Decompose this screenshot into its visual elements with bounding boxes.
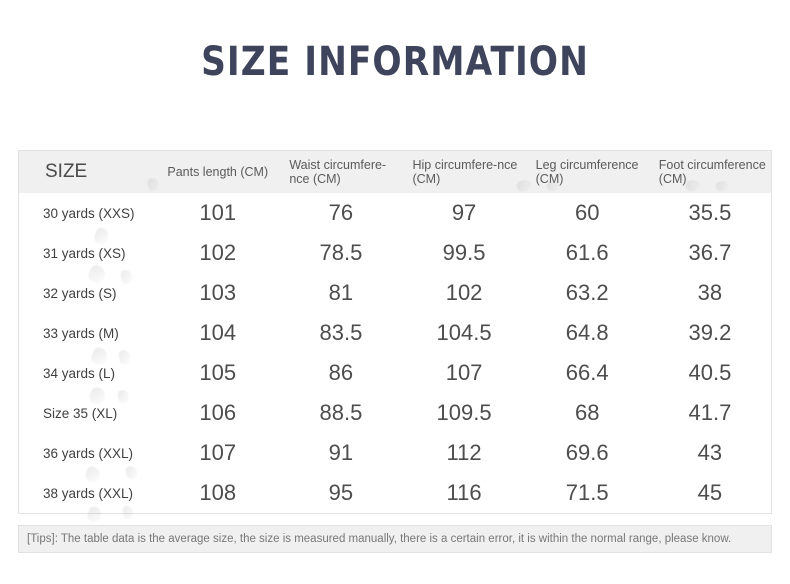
- size-table: SIZE Pants length (CM) Waist circumfere-…: [19, 151, 771, 513]
- table-row: 36 yards (XXL) 107 91 112 69.6 43: [19, 433, 771, 473]
- cell-leg: 63.2: [525, 273, 649, 313]
- cell-waist: 88.5: [279, 393, 403, 433]
- column-header-foot-circumference: Foot circumference (CM): [648, 151, 771, 193]
- cell-foot: 40.5: [648, 353, 771, 393]
- cell-size: 36 yards (XXL): [19, 433, 157, 473]
- cell-leg: 69.6: [525, 433, 649, 473]
- cell-foot: 38: [648, 273, 771, 313]
- cell-hip: 107: [402, 353, 526, 393]
- cell-hip: 102: [402, 273, 526, 313]
- cell-pants-length: 106: [156, 393, 280, 433]
- table-header-row: SIZE Pants length (CM) Waist circumfere-…: [19, 151, 771, 193]
- cell-hip: 99.5: [402, 233, 526, 273]
- cell-leg: 61.6: [525, 233, 649, 273]
- cell-size: 30 yards (XXS): [19, 193, 157, 233]
- cell-hip: 109.5: [402, 393, 526, 433]
- table-body: 30 yards (XXS) 101 76 97 60 35.5 31 yard…: [19, 193, 771, 513]
- cell-size: 38 yards (XXL): [19, 473, 157, 513]
- cell-foot: 39.2: [648, 313, 771, 353]
- column-header-hip-circumference: Hip circumfere-nce (CM): [402, 151, 526, 193]
- cell-waist: 91: [279, 433, 403, 473]
- table-row: 38 yards (XXL) 108 95 116 71.5 45: [19, 473, 771, 513]
- cell-foot: 35.5: [648, 193, 771, 233]
- size-table-container: SIZE Pants length (CM) Waist circumfere-…: [18, 150, 772, 514]
- cell-pants-length: 108: [156, 473, 280, 513]
- table-row: 30 yards (XXS) 101 76 97 60 35.5: [19, 193, 771, 233]
- table-row: 34 yards (L) 105 86 107 66.4 40.5: [19, 353, 771, 393]
- cell-leg: 68: [525, 393, 649, 433]
- cell-waist: 86: [279, 353, 403, 393]
- cell-foot: 45: [648, 473, 771, 513]
- cell-pants-length: 101: [156, 193, 280, 233]
- column-header-pants-length: Pants length (CM): [156, 151, 280, 193]
- table-header: SIZE Pants length (CM) Waist circumfere-…: [19, 151, 771, 193]
- cell-hip: 116: [402, 473, 526, 513]
- cell-size: 34 yards (L): [19, 353, 157, 393]
- tips-text: [Tips]: The table data is the average si…: [27, 533, 732, 545]
- cell-foot: 41.7: [648, 393, 771, 433]
- cell-hip: 104.5: [402, 313, 526, 353]
- cell-hip: 112: [402, 433, 526, 473]
- cell-size: 32 yards (S): [19, 273, 157, 313]
- cell-foot: 36.7: [648, 233, 771, 273]
- tips-bar: [Tips]: The table data is the average si…: [18, 525, 772, 553]
- table-row: Size 35 (XL) 106 88.5 109.5 68 41.7: [19, 393, 771, 433]
- cell-leg: 60: [525, 193, 649, 233]
- cell-pants-length: 103: [156, 273, 280, 313]
- column-header-size: SIZE: [19, 151, 157, 193]
- cell-waist: 95: [279, 473, 403, 513]
- cell-hip: 97: [402, 193, 526, 233]
- cell-pants-length: 107: [156, 433, 280, 473]
- cell-size: 31 yards (XS): [19, 233, 157, 273]
- cell-waist: 81: [279, 273, 403, 313]
- cell-leg: 64.8: [525, 313, 649, 353]
- column-header-leg-circumference: Leg circumference (CM): [525, 151, 649, 193]
- cell-size: 33 yards (M): [19, 313, 157, 353]
- cell-pants-length: 104: [156, 313, 280, 353]
- cell-size: Size 35 (XL): [19, 393, 157, 433]
- cell-pants-length: 105: [156, 353, 280, 393]
- cell-waist: 76: [279, 193, 403, 233]
- cell-leg: 66.4: [525, 353, 649, 393]
- page-title: SIZE INFORMATION: [201, 39, 589, 85]
- cell-pants-length: 102: [156, 233, 280, 273]
- table-row: 32 yards (S) 103 81 102 63.2 38: [19, 273, 771, 313]
- cell-waist: 78.5: [279, 233, 403, 273]
- cell-leg: 71.5: [525, 473, 649, 513]
- cell-waist: 83.5: [279, 313, 403, 353]
- table-row: 31 yards (XS) 102 78.5 99.5 61.6 36.7: [19, 233, 771, 273]
- cell-foot: 43: [648, 433, 771, 473]
- table-row: 33 yards (M) 104 83.5 104.5 64.8 39.2: [19, 313, 771, 353]
- column-header-waist-circumference: Waist circumfere-nce (CM): [279, 151, 403, 193]
